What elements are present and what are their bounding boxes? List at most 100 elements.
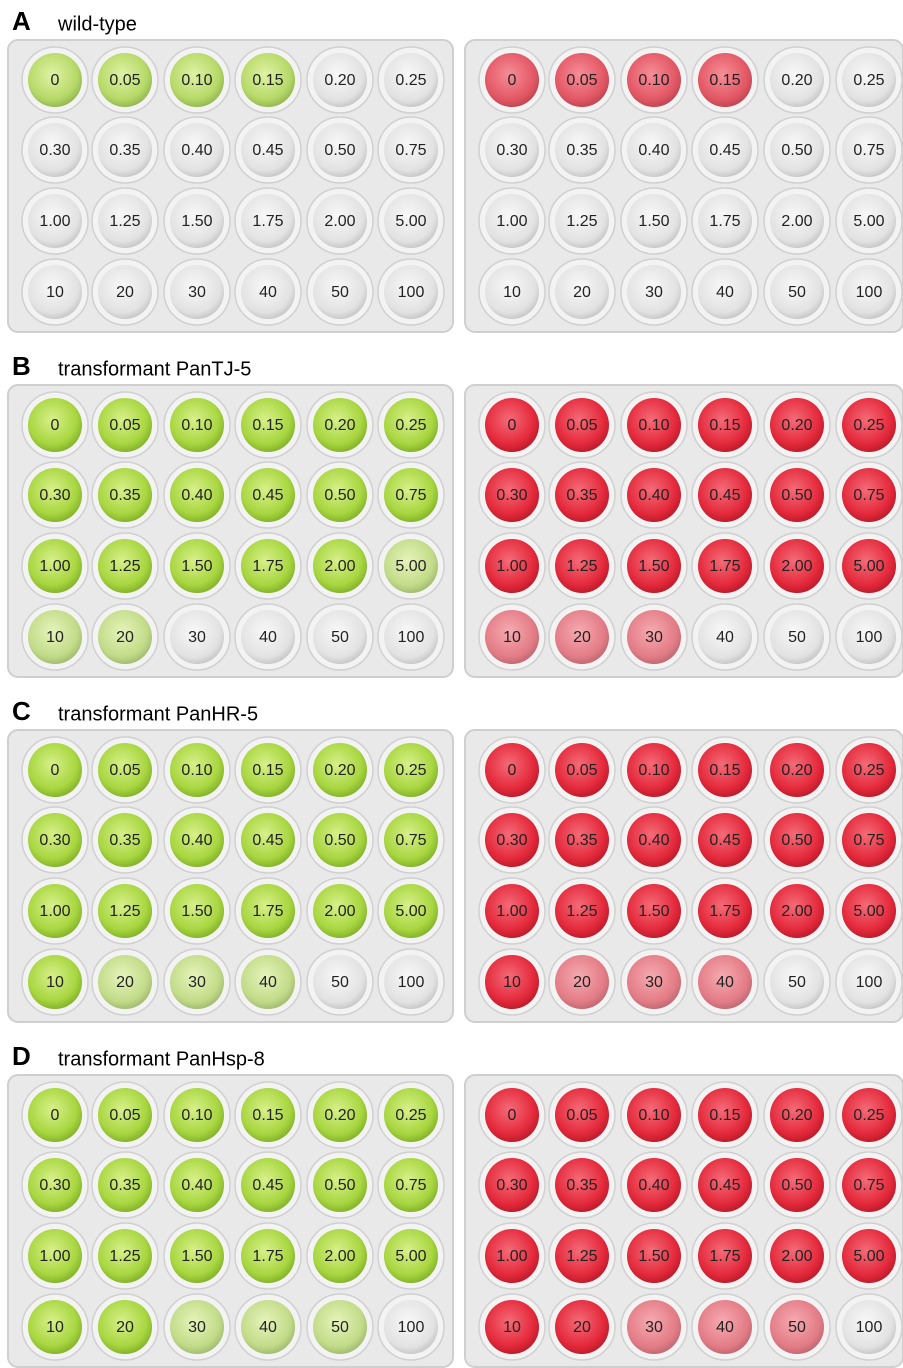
concentration-label: 20 <box>116 284 134 301</box>
panel-letter: D <box>12 1041 31 1071</box>
well-fill <box>98 1229 152 1283</box>
concentration-label: 0.25 <box>853 72 884 89</box>
well-fill <box>698 468 752 522</box>
well-fill <box>98 884 152 938</box>
well-fill <box>384 1088 438 1142</box>
well-fill <box>313 1300 367 1354</box>
well-fill <box>313 1158 367 1212</box>
well-fill <box>170 955 224 1009</box>
concentration-label: 1.50 <box>638 213 669 230</box>
concentration-label: 0 <box>51 417 60 434</box>
well <box>98 194 152 248</box>
concentration-label: 40 <box>259 1319 277 1336</box>
concentration-label: 0.30 <box>39 142 70 159</box>
concentration-label: 0.50 <box>781 142 812 159</box>
well <box>842 53 896 107</box>
concentration-label: 0.15 <box>252 72 283 89</box>
well-fill <box>485 955 539 1009</box>
concentration-label: 0.45 <box>252 487 283 504</box>
panel-letter: B <box>12 351 31 381</box>
concentration-label: 1.50 <box>181 213 212 230</box>
concentration-label: 0.15 <box>252 417 283 434</box>
concentration-label: 0.30 <box>496 142 527 159</box>
concentration-label: 2.00 <box>324 558 355 575</box>
well <box>313 265 367 319</box>
well-fill <box>485 1229 539 1283</box>
well-fill <box>842 468 896 522</box>
concentration-label: 10 <box>503 974 521 991</box>
well-fill <box>313 1229 367 1283</box>
concentration-label: 0.45 <box>252 142 283 159</box>
well-fill <box>842 1229 896 1283</box>
well-fill <box>555 813 609 867</box>
concentration-label: 0.30 <box>39 487 70 504</box>
well <box>384 955 438 1009</box>
concentration-label: 0.25 <box>853 1107 884 1124</box>
concentration-label: 0.25 <box>395 417 426 434</box>
well-fill <box>170 539 224 593</box>
well-fill <box>241 468 295 522</box>
concentration-label: 0.15 <box>252 762 283 779</box>
concentration-label: 5.00 <box>853 558 884 575</box>
concentration-label: 0.35 <box>109 832 140 849</box>
well <box>842 610 896 664</box>
concentration-label: 0.10 <box>181 762 212 779</box>
well-fill <box>698 884 752 938</box>
well-fill <box>241 539 295 593</box>
concentration-label: 0.05 <box>566 72 597 89</box>
well-fill <box>770 813 824 867</box>
concentration-label: 1.25 <box>109 558 140 575</box>
concentration-label: 0.40 <box>181 487 212 504</box>
concentration-label: 0.45 <box>709 142 740 159</box>
concentration-label: 1.25 <box>109 903 140 920</box>
concentration-label: 0.05 <box>109 72 140 89</box>
concentration-label: 50 <box>788 974 806 991</box>
well-fill <box>842 539 896 593</box>
concentration-label: 50 <box>788 629 806 646</box>
well-fill <box>698 743 752 797</box>
well-fill <box>555 53 609 107</box>
concentration-label: 1.75 <box>252 1248 283 1265</box>
well-fill <box>241 53 295 107</box>
concentration-label: 0.45 <box>252 832 283 849</box>
concentration-label: 0.10 <box>181 417 212 434</box>
concentration-label: 100 <box>856 1319 883 1336</box>
concentration-label: 20 <box>116 1319 134 1336</box>
well-fill <box>485 610 539 664</box>
well-fill <box>313 1088 367 1142</box>
concentration-label: 50 <box>331 1319 349 1336</box>
well-fill <box>28 955 82 1009</box>
concentration-label: 0.10 <box>181 72 212 89</box>
well <box>485 123 539 177</box>
concentration-label: 0.40 <box>181 142 212 159</box>
concentration-label: 0.10 <box>638 1107 669 1124</box>
well-fill <box>28 813 82 867</box>
well-fill <box>28 1158 82 1212</box>
well-fill <box>170 398 224 452</box>
concentration-label: 0.35 <box>566 1177 597 1194</box>
concentration-label: 0.50 <box>324 142 355 159</box>
concentration-label: 1.00 <box>39 558 70 575</box>
concentration-label: 0.75 <box>395 142 426 159</box>
concentration-label: 0.35 <box>566 142 597 159</box>
well-fill <box>28 884 82 938</box>
concentration-label: 100 <box>856 629 883 646</box>
well-fill <box>28 1229 82 1283</box>
well-fill <box>555 884 609 938</box>
concentration-label: 0.20 <box>324 1107 355 1124</box>
concentration-label: 0.30 <box>496 832 527 849</box>
well-fill <box>770 398 824 452</box>
concentration-label: 100 <box>398 1319 425 1336</box>
concentration-label: 0.20 <box>781 762 812 779</box>
well-fill <box>770 1229 824 1283</box>
concentration-label: 0.30 <box>39 1177 70 1194</box>
well <box>770 123 824 177</box>
well-fill <box>28 610 82 664</box>
well-fill <box>770 743 824 797</box>
concentration-label: 0.75 <box>853 832 884 849</box>
well-fill <box>28 53 82 107</box>
concentration-label: 0.45 <box>709 832 740 849</box>
concentration-label: 30 <box>645 974 663 991</box>
well-fill <box>98 1158 152 1212</box>
well <box>770 53 824 107</box>
